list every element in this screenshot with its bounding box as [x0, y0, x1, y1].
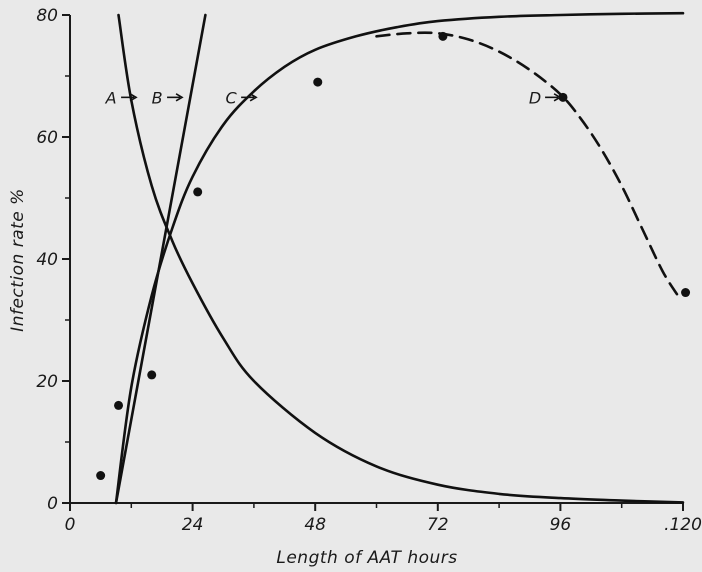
x-tick-label: 0	[65, 515, 76, 535]
curve-label-a: A	[105, 88, 117, 107]
data-point	[558, 92, 568, 102]
series-c-line	[114, 11, 685, 505]
x-tick-label: 24	[182, 515, 204, 535]
ticks-layer: 0 24 48 72 96 .120 0 20 40 60 80	[36, 6, 702, 535]
curve-label-c: C	[226, 88, 238, 107]
curve-label-arrow-head	[553, 93, 562, 102]
x-tick-label: 96	[550, 515, 572, 535]
y-tick-label: 40	[36, 250, 58, 270]
annotations-layer: A B C D	[105, 88, 562, 107]
curve-label-arrow-head	[129, 93, 138, 102]
curve-label-arrow-head	[175, 93, 184, 102]
x-tick-label: .120	[664, 515, 702, 535]
curve-label-d: D	[529, 88, 541, 107]
data-point	[438, 31, 448, 41]
points-layer	[96, 31, 691, 481]
data-point	[313, 77, 323, 87]
series-b-line	[114, 13, 207, 505]
data-point	[96, 471, 106, 481]
y-axis-title: Infection rate %	[8, 188, 28, 332]
x-tick-label: 48	[304, 515, 326, 535]
curve-label-b: B	[152, 88, 163, 107]
curve-label-arrow-head	[249, 93, 258, 102]
y-tick-label: 60	[36, 128, 58, 148]
data-point	[114, 400, 124, 410]
series-layer	[114, 11, 685, 505]
data-point	[147, 370, 157, 380]
x-tick-label: 72	[427, 515, 449, 535]
y-tick-label: 0	[47, 494, 58, 514]
data-point	[193, 187, 203, 197]
series-a-line	[117, 13, 685, 504]
series-d-line	[375, 31, 680, 297]
y-tick-label: 20	[36, 372, 58, 392]
x-axis-title: Length of AAT hours	[276, 548, 457, 568]
data-point	[681, 288, 691, 298]
y-tick-label: 80	[36, 6, 58, 26]
